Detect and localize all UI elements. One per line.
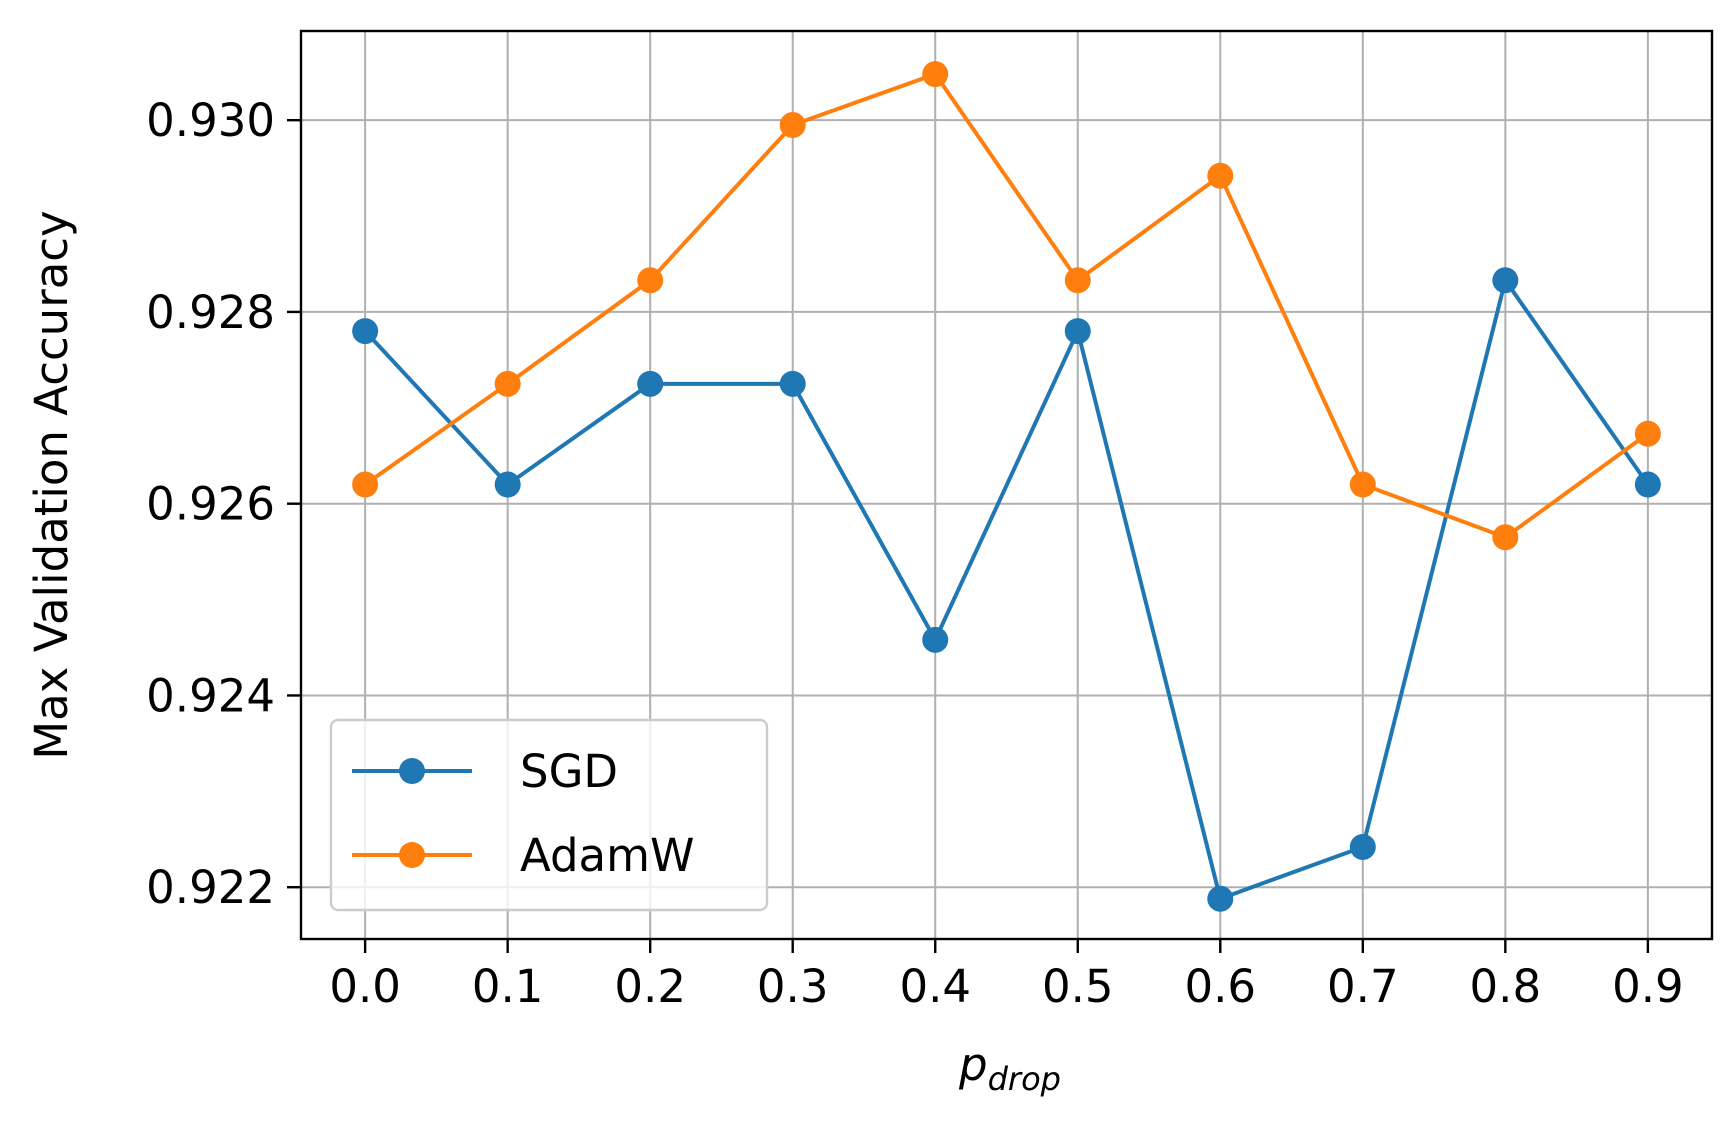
axes-frame — [299, 29, 1714, 941]
data-point-adamw — [922, 61, 949, 88]
y-tick-label: 0.930 — [146, 94, 275, 147]
legend-label-sgd: SGD — [520, 745, 618, 798]
x-axis: 0.0 0.1 0.2 0.3 0.4 0.5 0.6 0.7 0.8 0.9 — [329, 939, 1684, 1013]
series-line-sgd — [362, 278, 1651, 901]
x-axis-label-main: p — [958, 1038, 988, 1091]
series-layer — [352, 61, 1661, 912]
series-line-adamw — [362, 72, 1651, 540]
x-tick-label: 0.8 — [1470, 960, 1542, 1013]
x-tick-label: 0.9 — [1612, 960, 1684, 1013]
data-point-sgd — [1634, 471, 1661, 498]
data-point-adamw — [779, 111, 806, 138]
x-tick-label: 0.5 — [1042, 960, 1114, 1013]
data-point-adamw — [1064, 267, 1091, 294]
data-point-adamw — [352, 471, 379, 498]
y-tick-label: 0.928 — [146, 286, 275, 339]
legend: SGD AdamW — [329, 718, 769, 912]
legend-box — [329, 718, 769, 912]
y-tick-label: 0.926 — [146, 478, 275, 531]
legend-label-adamw: AdamW — [520, 829, 694, 882]
x-tick-label: 0.6 — [1184, 960, 1256, 1013]
legend-marker-sgd — [399, 758, 425, 784]
data-point-adamw — [494, 370, 521, 397]
x-axis-label: pdrop — [958, 1038, 1061, 1098]
x-tick-label: 0.4 — [899, 960, 971, 1013]
data-point-sgd — [637, 370, 664, 397]
legend-entry-sgd: SGD — [352, 745, 618, 798]
data-point-sgd — [922, 626, 949, 653]
data-point-adamw — [637, 267, 664, 294]
data-point-adamw — [1634, 420, 1661, 447]
data-point-sgd — [779, 370, 806, 397]
data-point-adamw — [1349, 471, 1376, 498]
x-axis-label-subscript: drop — [988, 1060, 1061, 1098]
x-tick-label: 0.0 — [329, 960, 401, 1013]
data-point-sgd — [494, 471, 521, 498]
data-point-sgd — [1207, 885, 1234, 912]
x-tick-label: 0.2 — [614, 960, 686, 1013]
data-point-sgd — [352, 318, 379, 345]
y-axis: 0.922 0.924 0.926 0.928 0.930 — [146, 94, 301, 914]
data-point-adamw — [1492, 524, 1519, 551]
data-point-sgd — [1492, 267, 1519, 294]
y-tick-label: 0.924 — [146, 669, 275, 722]
y-tick-label: 0.922 — [146, 861, 275, 914]
data-point-adamw — [1207, 162, 1234, 189]
series-sgd — [352, 267, 1661, 912]
series-adamw — [352, 61, 1661, 551]
data-point-sgd — [1349, 833, 1376, 860]
legend-entry-adamw: AdamW — [352, 829, 694, 882]
x-tick-label: 0.7 — [1327, 960, 1399, 1013]
data-point-sgd — [1064, 318, 1091, 345]
legend-marker-adamw — [399, 842, 425, 868]
y-axis-label: Max Validation Accuracy — [25, 210, 78, 759]
x-tick-label: 0.1 — [472, 960, 544, 1013]
x-tick-label: 0.3 — [757, 960, 829, 1013]
